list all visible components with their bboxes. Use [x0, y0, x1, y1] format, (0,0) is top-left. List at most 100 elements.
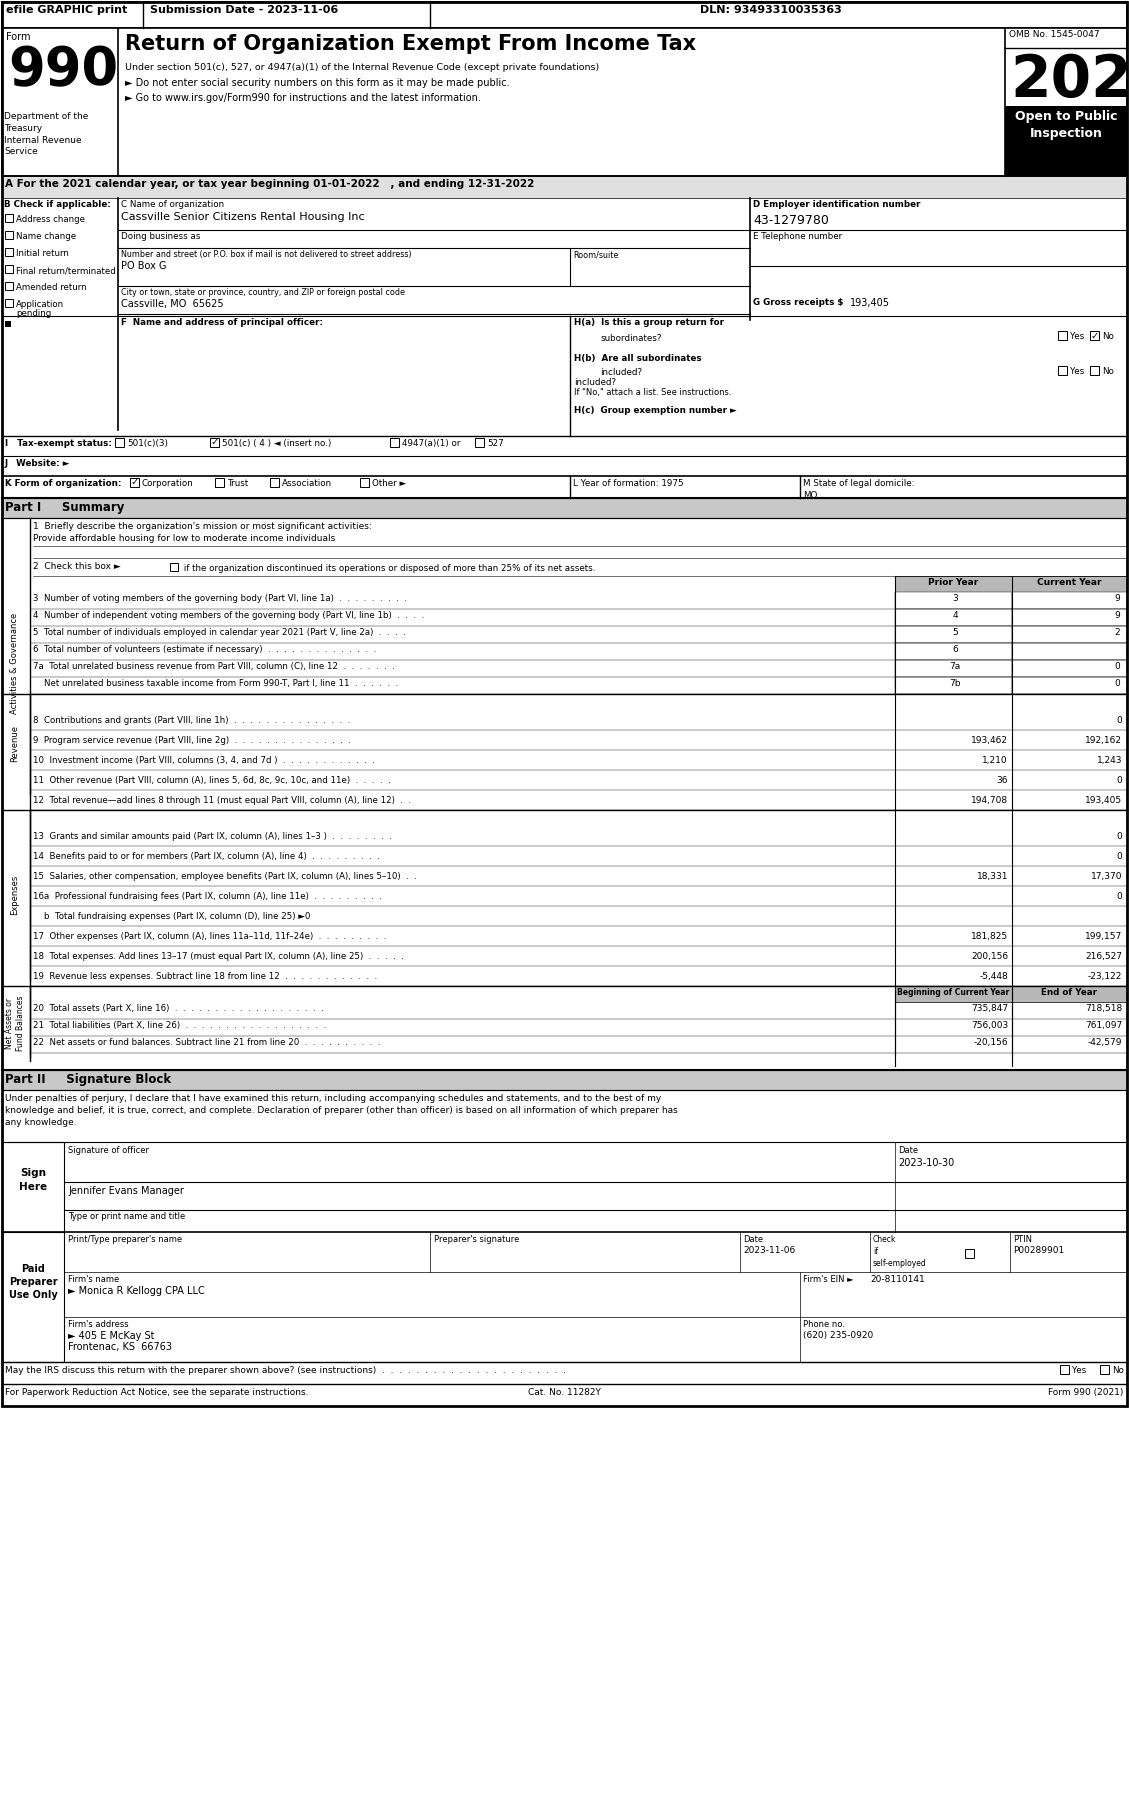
- Text: I   Tax-exempt status:: I Tax-exempt status:: [5, 439, 112, 448]
- Bar: [1012, 660, 1127, 677]
- Text: 18  Total expenses. Add lines 13–17 (must equal Part IX, column (A), line 25)  .: 18 Total expenses. Add lines 13–17 (must…: [33, 952, 404, 961]
- Text: included?: included?: [599, 368, 642, 377]
- Text: Under section 501(c), 527, or 4947(a)(1) of the Internal Revenue Code (except pr: Under section 501(c), 527, or 4947(a)(1)…: [125, 63, 599, 73]
- Bar: [1012, 591, 1127, 610]
- Text: pending: pending: [16, 308, 51, 317]
- Text: 0: 0: [1117, 892, 1122, 902]
- Text: b  Total fundraising expenses (Part IX, column (D), line 25) ►0: b Total fundraising expenses (Part IX, c…: [33, 912, 310, 922]
- Text: 199,157: 199,157: [1085, 932, 1122, 941]
- Text: Sign
Here: Sign Here: [19, 1168, 47, 1192]
- Bar: [1012, 987, 1127, 1001]
- Text: 43-1279780: 43-1279780: [753, 214, 829, 227]
- Text: 15  Salaries, other compensation, employee benefits (Part IX, column (A), lines : 15 Salaries, other compensation, employe…: [33, 873, 417, 882]
- Bar: [2, 1232, 64, 1362]
- Text: 200,156: 200,156: [971, 952, 1008, 961]
- Text: End of Year: End of Year: [1041, 989, 1097, 998]
- Text: May the IRS discuss this return with the preparer shown above? (see instructions: May the IRS discuss this return with the…: [5, 1366, 566, 1375]
- Bar: [1012, 642, 1127, 660]
- Text: 0: 0: [1117, 853, 1122, 862]
- Text: 501(c)(3): 501(c)(3): [126, 439, 168, 448]
- Text: 735,847: 735,847: [971, 1003, 1008, 1012]
- Text: 2023-10-30: 2023-10-30: [898, 1157, 954, 1168]
- Text: Activities & Governance: Activities & Governance: [10, 613, 19, 713]
- Bar: [1089, 330, 1099, 339]
- Text: Phone no.: Phone no.: [803, 1321, 844, 1330]
- Bar: [1012, 677, 1127, 695]
- Text: J   Website: ►: J Website: ►: [5, 459, 70, 468]
- Text: G Gross receipts $: G Gross receipts $: [753, 297, 843, 307]
- Text: 14  Benefits paid to or for members (Part IX, column (A), line 4)  .  .  .  .  .: 14 Benefits paid to or for members (Part…: [33, 853, 379, 862]
- Text: Net unrelated business taxable income from Form 990-T, Part I, line 11  .  .  . : Net unrelated business taxable income fr…: [33, 678, 399, 688]
- Text: 19  Revenue less expenses. Subtract line 18 from line 12  .  .  .  .  .  .  .  .: 19 Revenue less expenses. Subtract line …: [33, 972, 377, 981]
- Text: PO Box G: PO Box G: [121, 261, 166, 270]
- Text: Net Assets or
Fund Balances: Net Assets or Fund Balances: [5, 996, 25, 1050]
- Text: H(a)  Is this a group return for: H(a) Is this a group return for: [574, 317, 724, 327]
- Text: 1,210: 1,210: [982, 756, 1008, 766]
- Text: 7b: 7b: [949, 678, 961, 688]
- Bar: [1058, 330, 1067, 339]
- Text: 2023-11-06: 2023-11-06: [743, 1246, 795, 1255]
- Bar: [1058, 366, 1067, 375]
- Bar: [2, 2, 1127, 1406]
- Text: Other ►: Other ►: [371, 479, 406, 488]
- Text: 10  Investment income (Part VIII, columns (3, 4, and 7d )  .  .  .  .  .  .  .  : 10 Investment income (Part VIII, columns…: [33, 756, 375, 766]
- Bar: [5, 249, 14, 256]
- Text: Type or print name and title: Type or print name and title: [68, 1212, 185, 1221]
- Bar: [5, 321, 11, 327]
- Text: subordinates?: subordinates?: [599, 334, 662, 343]
- Bar: [475, 437, 484, 446]
- Bar: [1089, 366, 1099, 375]
- Bar: [1012, 577, 1127, 591]
- Bar: [2, 499, 1127, 519]
- Text: 990: 990: [8, 44, 119, 96]
- Text: -5,448: -5,448: [979, 972, 1008, 981]
- Text: Part II     Signature Block: Part II Signature Block: [5, 1074, 172, 1087]
- Bar: [270, 479, 279, 486]
- Text: Initial return: Initial return: [16, 249, 69, 258]
- Text: 2021: 2021: [1010, 53, 1129, 109]
- Text: -23,122: -23,122: [1087, 972, 1122, 981]
- Text: 2  Check this box ►: 2 Check this box ►: [33, 562, 121, 571]
- Bar: [1012, 610, 1127, 626]
- Text: Yes: Yes: [1073, 1366, 1086, 1375]
- Text: K Form of organization:: K Form of organization:: [5, 479, 122, 488]
- Text: Signature of officer: Signature of officer: [68, 1146, 149, 1156]
- Text: 17  Other expenses (Part IX, column (A), lines 11a–11d, 11f–24e)  .  .  .  .  . : 17 Other expenses (Part IX, column (A), …: [33, 932, 386, 941]
- Bar: [1060, 1364, 1069, 1373]
- Text: ► Do not enter social security numbers on this form as it may be made public.: ► Do not enter social security numbers o…: [125, 78, 509, 89]
- Text: 9: 9: [1114, 611, 1120, 620]
- Text: Current Year: Current Year: [1036, 579, 1101, 588]
- Bar: [5, 281, 14, 290]
- Text: Association: Association: [282, 479, 332, 488]
- Text: 761,097: 761,097: [1085, 1021, 1122, 1030]
- Text: Date: Date: [743, 1235, 763, 1244]
- Bar: [130, 479, 139, 486]
- Text: Beginning of Current Year: Beginning of Current Year: [896, 989, 1009, 998]
- Bar: [115, 437, 124, 446]
- Text: if the organization discontinued its operations or disposed of more than 25% of : if the organization discontinued its ope…: [181, 564, 595, 573]
- Text: 216,527: 216,527: [1085, 952, 1122, 961]
- Text: ► Monica R Kellogg CPA LLC: ► Monica R Kellogg CPA LLC: [68, 1286, 204, 1295]
- Text: 718,518: 718,518: [1085, 1003, 1122, 1012]
- Text: 21  Total liabilities (Part X, line 26)  .  .  .  .  .  .  .  .  .  .  .  .  .  : 21 Total liabilities (Part X, line 26) .…: [33, 1021, 326, 1030]
- Bar: [215, 479, 224, 486]
- Text: 0: 0: [1117, 776, 1122, 785]
- Text: 6  Total number of volunteers (estimate if necessary)  .  .  .  .  .  .  .  .  .: 6 Total number of volunteers (estimate i…: [33, 646, 376, 655]
- Bar: [5, 299, 14, 307]
- Text: 5: 5: [952, 628, 957, 637]
- Bar: [895, 987, 1012, 1001]
- Text: Name change: Name change: [16, 232, 76, 241]
- Text: Expenses: Expenses: [10, 874, 19, 914]
- Text: Jennifer Evans Manager: Jennifer Evans Manager: [68, 1186, 184, 1195]
- Text: No: No: [1102, 332, 1114, 341]
- Text: 3: 3: [952, 593, 957, 602]
- Text: 193,405: 193,405: [1085, 796, 1122, 805]
- Text: 3  Number of voting members of the governing body (Part VI, line 1a)  .  .  .  .: 3 Number of voting members of the govern…: [33, 593, 406, 602]
- Bar: [170, 562, 178, 571]
- Text: 4: 4: [952, 611, 957, 620]
- Text: 192,162: 192,162: [1085, 736, 1122, 746]
- Text: 6: 6: [952, 646, 957, 655]
- Text: Frontenac, KS  66763: Frontenac, KS 66763: [68, 1342, 172, 1351]
- Text: 2: 2: [1114, 628, 1120, 637]
- Text: Firm's name: Firm's name: [68, 1275, 120, 1284]
